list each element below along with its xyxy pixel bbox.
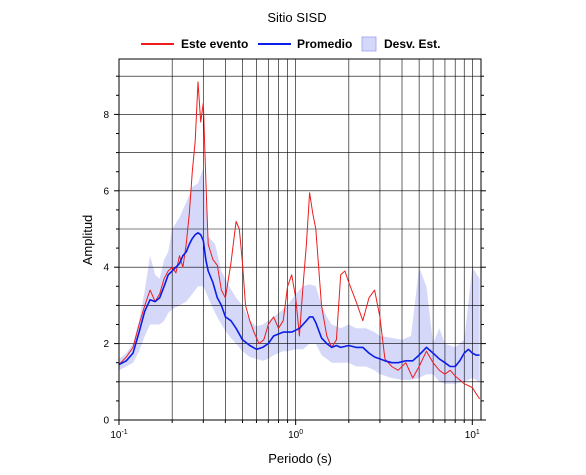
plot-frame xyxy=(118,58,482,421)
legend-std-label: Desv. Est. xyxy=(384,37,440,51)
grid-layer xyxy=(118,59,481,420)
y-tick-label: 8 xyxy=(103,110,109,121)
y-axis-title: Amplitud xyxy=(80,215,95,266)
x-axis-title: Periodo (s) xyxy=(268,451,332,466)
chart-title: Sitio SISD xyxy=(267,10,326,25)
legend-mean-label: Promedio xyxy=(297,37,352,51)
x-tick-label-exponent: -1 xyxy=(121,429,127,436)
series-layer xyxy=(118,81,481,400)
y-tick-label: 2 xyxy=(103,339,109,350)
series-line-promedio xyxy=(118,232,480,368)
legend-event-label: Este evento xyxy=(181,37,248,51)
legend: Este evento Promedio Desv. Est. xyxy=(141,36,440,52)
y-tick-label: 0 xyxy=(103,416,109,427)
legend-std-swatch xyxy=(361,36,377,52)
y-tick-label: 6 xyxy=(103,186,109,197)
x-tick-label-exponent: 0 xyxy=(299,429,303,436)
x-tick-label-exponent: 1 xyxy=(476,429,480,436)
y-tick-label: 4 xyxy=(103,263,109,274)
